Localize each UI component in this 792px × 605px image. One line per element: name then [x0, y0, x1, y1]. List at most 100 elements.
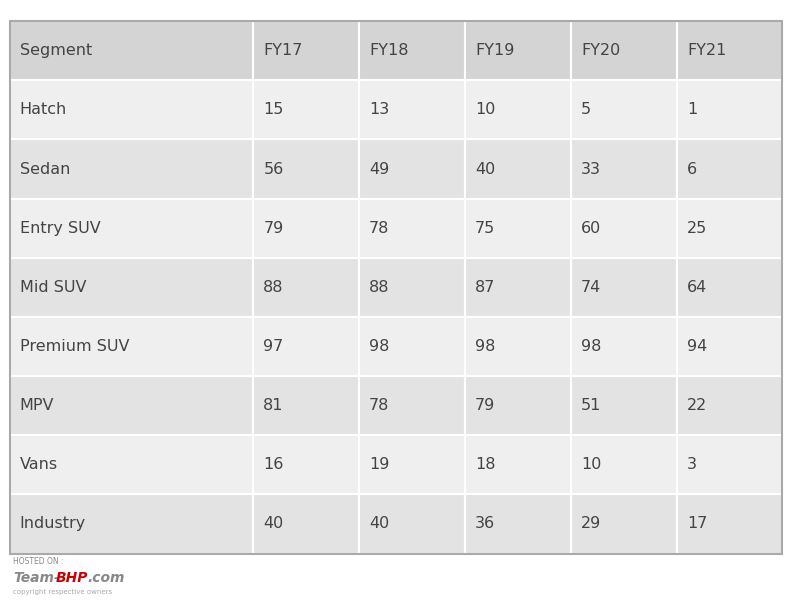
Bar — [253, 258, 359, 317]
Text: FY21: FY21 — [687, 43, 726, 58]
Bar — [571, 258, 676, 317]
Bar — [571, 494, 676, 554]
Bar — [359, 140, 465, 198]
Text: Premium SUV: Premium SUV — [20, 339, 129, 354]
Text: 98: 98 — [475, 339, 496, 354]
Text: 87: 87 — [475, 280, 496, 295]
Bar — [359, 494, 465, 554]
Bar — [253, 198, 359, 258]
Bar — [10, 80, 253, 140]
Bar — [676, 198, 782, 258]
Bar — [359, 21, 465, 80]
Bar — [571, 435, 676, 494]
Text: Entry SUV: Entry SUV — [20, 221, 101, 236]
Bar — [571, 140, 676, 198]
Text: Hatch: Hatch — [20, 102, 67, 117]
Bar — [465, 376, 571, 435]
Text: 94: 94 — [687, 339, 707, 354]
Text: 5: 5 — [581, 102, 591, 117]
Text: 40: 40 — [369, 517, 390, 532]
Bar — [253, 494, 359, 554]
Text: 22: 22 — [687, 398, 707, 413]
Bar — [465, 317, 571, 376]
Bar — [10, 21, 253, 80]
Text: Vans: Vans — [20, 457, 58, 473]
Bar — [10, 494, 253, 554]
Text: 15: 15 — [263, 102, 284, 117]
Text: FY17: FY17 — [263, 43, 303, 58]
Text: Segment: Segment — [20, 43, 92, 58]
Bar — [465, 435, 571, 494]
Text: Industry: Industry — [20, 517, 86, 532]
Text: Team-: Team- — [13, 571, 60, 584]
Bar — [465, 494, 571, 554]
Bar — [10, 376, 253, 435]
Text: 60: 60 — [581, 221, 601, 236]
Bar — [465, 258, 571, 317]
Bar — [676, 258, 782, 317]
Bar — [676, 435, 782, 494]
Text: 13: 13 — [369, 102, 390, 117]
Text: FY19: FY19 — [475, 43, 515, 58]
Text: 3: 3 — [687, 457, 697, 473]
Bar — [571, 198, 676, 258]
Text: 19: 19 — [369, 457, 390, 473]
Text: 40: 40 — [475, 162, 495, 177]
Text: 1: 1 — [687, 102, 697, 117]
Bar — [253, 140, 359, 198]
Text: 51: 51 — [581, 398, 601, 413]
Bar — [10, 317, 253, 376]
Text: 88: 88 — [369, 280, 390, 295]
Text: 79: 79 — [263, 221, 284, 236]
Text: 17: 17 — [687, 517, 707, 532]
Text: 16: 16 — [263, 457, 284, 473]
Text: 56: 56 — [263, 162, 284, 177]
Bar — [465, 80, 571, 140]
Bar — [359, 80, 465, 140]
Bar — [465, 140, 571, 198]
Text: 78: 78 — [369, 398, 390, 413]
Bar — [359, 198, 465, 258]
Bar — [676, 140, 782, 198]
Text: 49: 49 — [369, 162, 390, 177]
Text: BHP: BHP — [55, 571, 88, 584]
Text: 81: 81 — [263, 398, 284, 413]
Bar — [676, 494, 782, 554]
Text: 75: 75 — [475, 221, 495, 236]
Bar — [10, 140, 253, 198]
Bar — [676, 376, 782, 435]
Bar — [253, 435, 359, 494]
Text: HOSTED ON :: HOSTED ON : — [13, 557, 64, 566]
Text: 18: 18 — [475, 457, 496, 473]
Bar — [676, 317, 782, 376]
Bar — [359, 435, 465, 494]
Text: 74: 74 — [581, 280, 601, 295]
Text: 98: 98 — [369, 339, 390, 354]
Text: 6: 6 — [687, 162, 697, 177]
Bar — [676, 21, 782, 80]
Text: 40: 40 — [263, 517, 284, 532]
Bar — [676, 80, 782, 140]
Bar — [465, 198, 571, 258]
Text: FY18: FY18 — [369, 43, 409, 58]
Bar — [253, 21, 359, 80]
Text: 97: 97 — [263, 339, 284, 354]
Text: 29: 29 — [581, 517, 601, 532]
Text: 64: 64 — [687, 280, 707, 295]
Text: .com: .com — [87, 571, 124, 584]
Text: 78: 78 — [369, 221, 390, 236]
Text: copyright respective owners: copyright respective owners — [13, 589, 112, 595]
Bar — [359, 317, 465, 376]
Bar — [10, 435, 253, 494]
Text: 25: 25 — [687, 221, 707, 236]
Text: MPV: MPV — [20, 398, 55, 413]
Text: 79: 79 — [475, 398, 495, 413]
Text: Sedan: Sedan — [20, 162, 70, 177]
Text: 36: 36 — [475, 517, 495, 532]
Text: 10: 10 — [581, 457, 601, 473]
Bar — [571, 317, 676, 376]
Bar — [253, 80, 359, 140]
Bar — [571, 80, 676, 140]
Text: 88: 88 — [263, 280, 284, 295]
Bar — [10, 21, 782, 554]
